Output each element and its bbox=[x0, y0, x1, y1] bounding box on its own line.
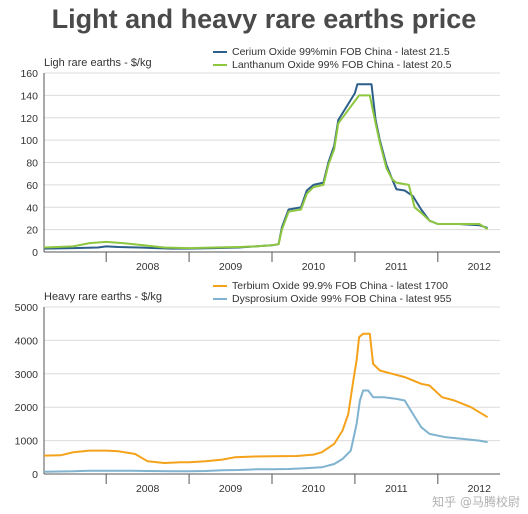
bottom-xtick-label: 2008 bbox=[136, 483, 160, 495]
top-ytick-label: 40 bbox=[26, 202, 38, 214]
legend-item-dysprosium: Dysprosium Oxide 99% FOB China - latest … bbox=[213, 292, 451, 305]
top-xtick-label: 2008 bbox=[136, 261, 160, 273]
legend-label-dysprosium: Dysprosium Oxide 99% FOB China - latest … bbox=[232, 292, 452, 305]
top-ytick-label: 100 bbox=[20, 135, 38, 147]
bottom-ytick-label: 0 bbox=[32, 469, 38, 481]
top-series-line-1 bbox=[43, 94, 489, 250]
top-xtick-label: 2009 bbox=[219, 261, 243, 273]
terbium-swatch bbox=[213, 284, 227, 287]
bottom-series-line-1 bbox=[43, 389, 488, 473]
top-chart-ylabel: Ligh rare earths - $/kg bbox=[44, 57, 152, 69]
legend-label-lanthanum: Lanthanum Oxide 99% FOB China - latest 2… bbox=[232, 58, 452, 71]
watermark: 知乎 @马腾校尉 bbox=[432, 495, 520, 509]
top-ytick-label: 0 bbox=[32, 247, 38, 259]
top-ytick-label: 60 bbox=[26, 180, 38, 192]
bottom-series-line-0 bbox=[43, 332, 489, 464]
bottom-ytick-label: 2000 bbox=[15, 402, 39, 414]
top-ytick-label: 140 bbox=[20, 90, 38, 102]
legend-item-cerium: Cerium Oxide 99%min FOB China - latest 2… bbox=[213, 45, 451, 58]
cerium-swatch bbox=[213, 50, 227, 53]
bottom-ytick-label: 1000 bbox=[15, 436, 39, 448]
top-xtick-label: 2010 bbox=[302, 261, 326, 273]
bottom-xtick-label: 2011 bbox=[385, 483, 408, 495]
bottom-xtick-label: 2012 bbox=[468, 483, 492, 495]
legend-item-lanthanum: Lanthanum Oxide 99% FOB China - latest 2… bbox=[213, 58, 451, 71]
bottom-ytick-label: 4000 bbox=[15, 335, 39, 347]
page-title: Light and heavy rare earths price bbox=[51, 4, 477, 34]
bottom-chart-legend: Terbium Oxide 99.9% FOB China - latest 1… bbox=[213, 279, 451, 305]
dysprosium-swatch bbox=[213, 297, 227, 300]
lanthanum-swatch bbox=[213, 63, 227, 66]
legend-item-terbium: Terbium Oxide 99.9% FOB China - latest 1… bbox=[213, 279, 451, 292]
bottom-xtick-label: 2010 bbox=[302, 483, 326, 495]
bottom-ytick-label: 5000 bbox=[15, 302, 39, 314]
bottom-xtick-label: 2009 bbox=[219, 483, 243, 495]
top-ytick-label: 120 bbox=[20, 113, 38, 125]
bottom-chart-ylabel: Heavy rare earths - $/kg bbox=[44, 291, 162, 303]
top-xtick-label: 2011 bbox=[385, 261, 408, 273]
bottom-ytick-label: 3000 bbox=[15, 369, 39, 381]
top-xtick-label: 2012 bbox=[468, 261, 492, 273]
top-ytick-label: 80 bbox=[26, 158, 38, 170]
top-ytick-label: 20 bbox=[26, 225, 38, 237]
top-chart-legend: Cerium Oxide 99%min FOB China - latest 2… bbox=[213, 45, 451, 71]
top-ytick-label: 160 bbox=[20, 68, 38, 80]
legend-label-terbium: Terbium Oxide 99.9% FOB China - latest 1… bbox=[232, 279, 448, 292]
legend-label-cerium: Cerium Oxide 99%min FOB China - latest 2… bbox=[232, 45, 450, 58]
